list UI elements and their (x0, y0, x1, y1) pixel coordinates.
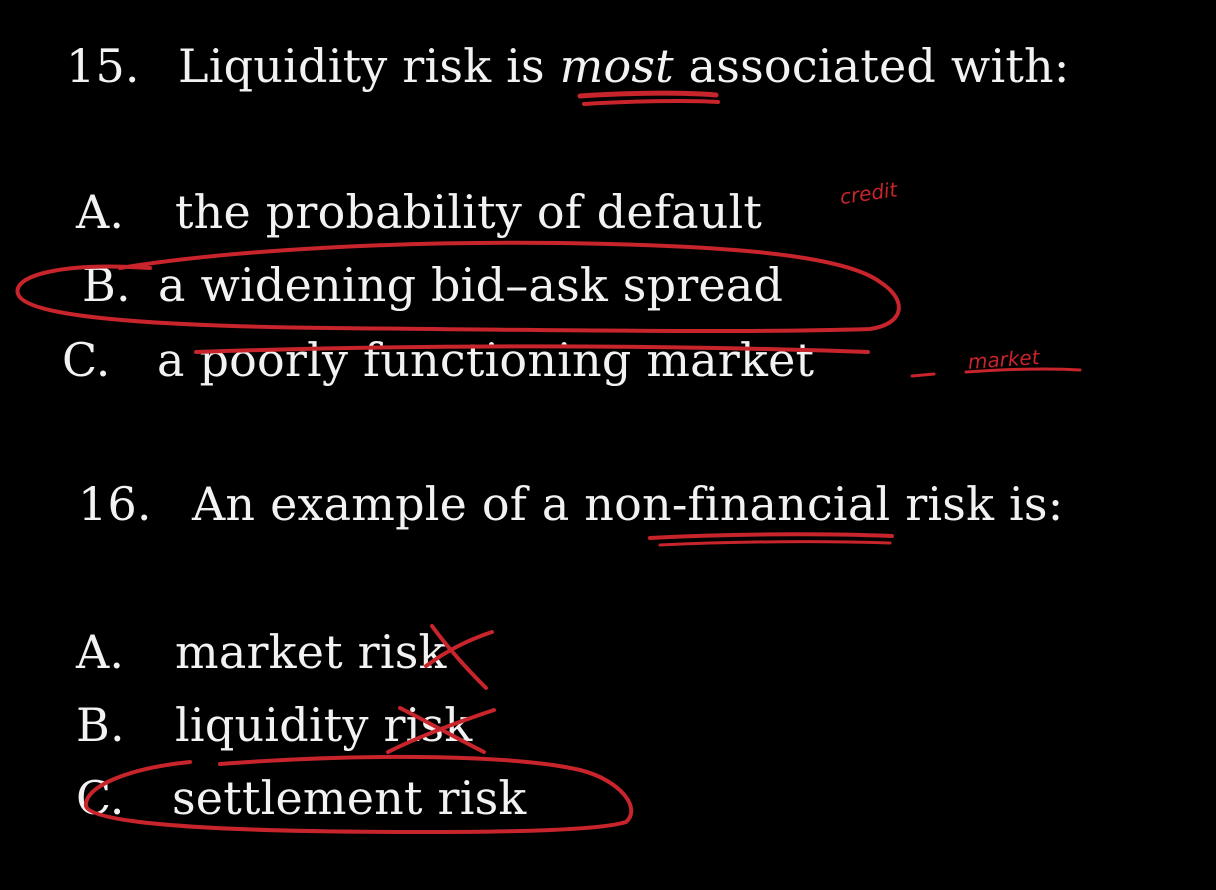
q15-option-b-letter: B. (82, 258, 131, 312)
question-15-number: 15. (66, 39, 140, 93)
note-market: market (967, 345, 1041, 374)
q15-option-b-text: a widening bid–ask spread (158, 258, 784, 312)
q16-option-c-text: settlement risk (172, 771, 527, 825)
q16-option-b-text: liquidity risk (175, 698, 473, 752)
underline-non-financial-2 (658, 540, 892, 547)
question-15-emphasis: most (559, 39, 674, 93)
q16-option-a-text: market risk (175, 625, 447, 679)
question-16-number: 16. (78, 477, 152, 531)
q16-option-b-letter: B. (76, 698, 125, 752)
question-15-text-start: Liquidity risk is (178, 39, 560, 93)
dash-before-market (910, 372, 936, 378)
question-15-text: Liquidity risk is most associated with: (178, 38, 1070, 94)
q15-option-a-text: the probability of default (175, 185, 763, 239)
q16-option-a-letter: A. (76, 625, 125, 679)
q15-option-c-text: a poorly functioning market (157, 333, 815, 387)
underline-most-2 (582, 98, 720, 106)
note-credit: credit (838, 177, 900, 209)
q16-option-c-letter: C. (76, 771, 125, 825)
q15-option-a-letter: A. (76, 185, 125, 239)
q15-option-c-letter: C. (62, 333, 111, 387)
question-15-text-end: associated with: (673, 39, 1070, 93)
underline-non-financial (648, 532, 894, 540)
underline-market-note (964, 367, 1082, 374)
question-16-text: An example of a non-financial risk is: (192, 477, 1064, 531)
